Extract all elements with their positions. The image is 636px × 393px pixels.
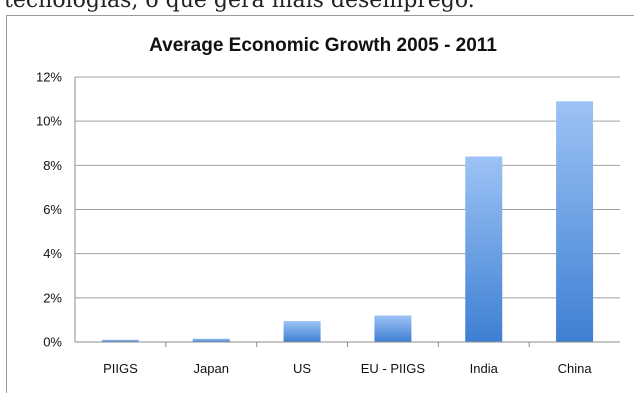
x-tick-label: EU - PIIGS: [361, 361, 426, 376]
y-tick-label: 2%: [43, 290, 62, 305]
bar-japan: [192, 338, 230, 342]
chart-title: Average Economic Growth 2005 - 2011: [149, 35, 497, 56]
x-tick-label: India: [470, 361, 499, 376]
y-tick-label: 10%: [36, 114, 62, 129]
x-tick-label: Japan: [194, 361, 229, 376]
x-tick-label: PIIGS: [103, 361, 138, 376]
bar-eu-piigs: [374, 315, 412, 342]
y-tick-label: 6%: [43, 202, 62, 217]
y-tick-label: 12%: [36, 70, 62, 85]
x-tick-label: US: [293, 361, 311, 376]
y-tick-label: 8%: [43, 158, 62, 173]
bar-india: [465, 156, 503, 342]
x-tick-label: China: [558, 361, 593, 376]
y-tick-label: 0%: [43, 335, 62, 350]
bar-piigs: [101, 339, 139, 342]
bar-china: [556, 101, 594, 343]
bar-us: [283, 321, 321, 342]
cut-off-paragraph-text: tecnologias, o que gera mais desemprego.: [4, 0, 475, 13]
y-tick-label: 4%: [43, 246, 62, 261]
